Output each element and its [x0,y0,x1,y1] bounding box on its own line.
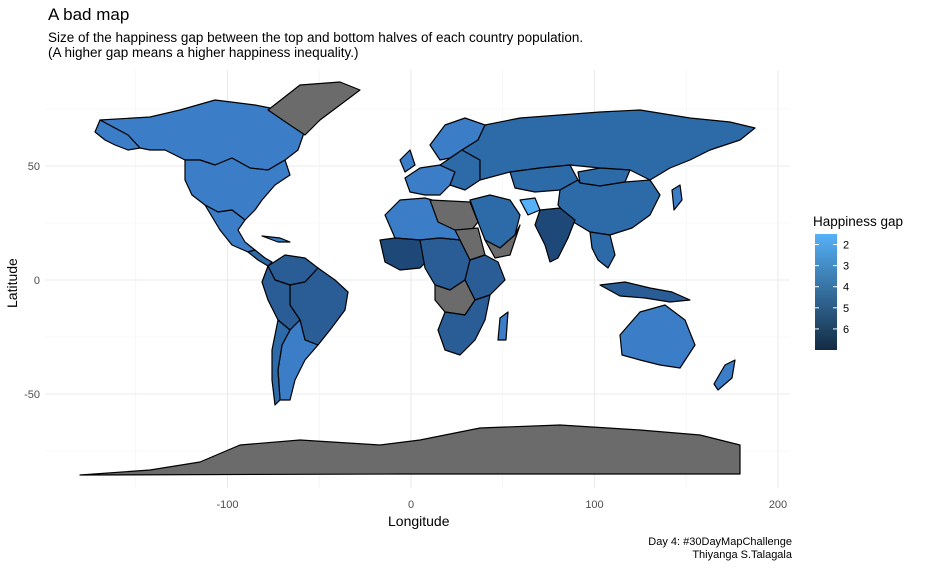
caption-line-2: Thiyanga S.Talagala [692,549,792,561]
country-alaska [94,119,141,151]
legend-tick-label: 3 [843,261,849,273]
subtitle-line-2: (A higher gap means a higher happiness i… [48,45,359,60]
country-antarctica [79,424,741,476]
legend-ticks: 2 3 4 5 6 [815,240,849,336]
legend-tick-label: 5 [843,303,849,315]
legend-tick-label: 6 [843,324,849,336]
legend-tick-label: 2 [843,240,849,252]
legend-title: Happiness gap [813,214,904,229]
y-tick-label: -50 [24,389,40,401]
x-tick-label: 200 [769,499,787,511]
x-tick-label: -100 [216,499,238,511]
country-southeast-asia [589,231,616,269]
y-axis-title: Latitude [4,258,20,308]
country-western-europe [404,164,456,196]
country-afghanistan [519,197,541,216]
country-central-america [247,249,273,267]
country-polygons [79,81,756,476]
country-madagascar [497,311,509,341]
country-cuba [261,235,291,243]
caption-line-1: Day 4: #30DayMapChallenge [648,536,792,548]
x-axis-title: Longitude [388,513,450,529]
country-china [557,179,661,236]
chart-subtitle: Size of the happiness gap between the to… [48,30,583,60]
country-new-zealand [713,359,736,391]
legend-tick-label: 4 [843,282,849,294]
country-mexico [204,204,256,253]
subtitle-line-1: Size of the happiness gap between the to… [48,30,584,45]
chart-title: A bad map [48,5,130,24]
x-tick-label: 100 [585,499,603,511]
country-uk [399,149,416,173]
country-greenland [267,81,361,136]
y-tick-label: 0 [34,275,40,287]
country-indonesia [599,281,691,303]
x-tick-label: 0 [408,499,414,511]
legend-colorbar [815,234,837,350]
country-chile [271,319,291,406]
y-tick-label: 50 [28,161,40,173]
country-australia [619,304,696,369]
country-southern-africa [437,294,491,356]
country-japan [671,184,683,211]
country-usa [184,157,291,221]
country-saudi-arabia [484,224,521,259]
country-india [534,207,576,263]
caption: Day 4: #30DayMapChallenge Thiyanga S.Tal… [648,536,792,562]
